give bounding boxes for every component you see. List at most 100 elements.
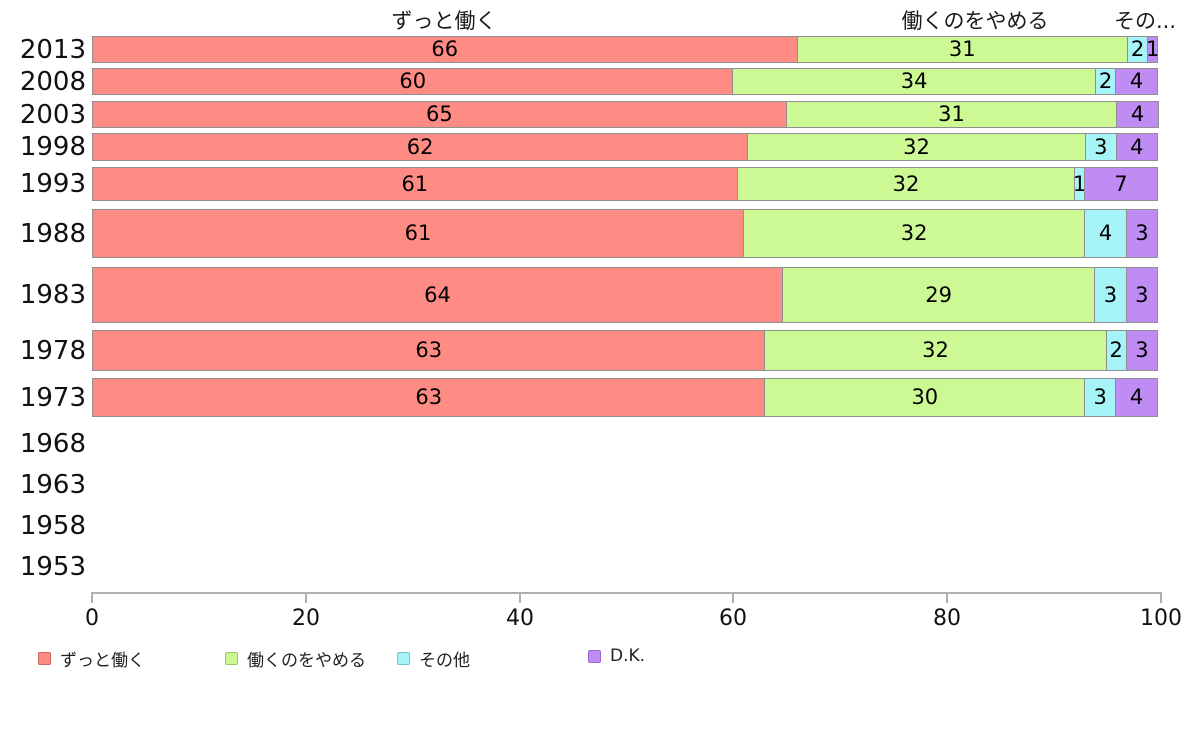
bar-segment-1993-D.K.: 7 (1083, 167, 1158, 201)
bar-value-label: 66 (431, 37, 459, 61)
year-label-1998: 1998 (19, 132, 86, 162)
bar-value-label: 61 (401, 171, 429, 196)
x-axis-tick (946, 592, 948, 603)
legend-swatch-icon (588, 649, 601, 663)
bar-segment-2003-働くのをやめる: 31 (785, 101, 1118, 128)
x-axis-tick (732, 592, 734, 603)
year-label-2003: 2003 (19, 100, 86, 130)
year-label-1978: 1978 (19, 336, 86, 366)
bar-value-label: 1 (1072, 171, 1087, 196)
bar-segment-2003-ずっと働く: 65 (92, 101, 787, 128)
year-label-1953: 1953 (19, 552, 86, 582)
bar-2008: 60 34 2 4 (92, 68, 1161, 95)
x-axis-tick (305, 592, 307, 603)
x-axis-tick (91, 592, 93, 603)
year-label-1958: 1958 (19, 511, 86, 541)
bar-value-label: 32 (922, 338, 949, 362)
legend-swatch-icon (38, 652, 51, 665)
bar-segment-1978-ずっと働く: 63 (92, 330, 766, 371)
legend-label: D.K. (610, 646, 646, 666)
column-header-2: その... (1113, 9, 1177, 33)
bar-segment-2013-働くのをやめる: 31 (796, 36, 1128, 63)
bar-value-label: 65 (426, 102, 453, 126)
year-label-1968: 1968 (19, 429, 86, 459)
year-label-1988: 1988 (19, 219, 86, 249)
legend-swatch-icon (225, 652, 238, 665)
year-label-1983: 1983 (19, 280, 86, 310)
bar-value-label: 3 (1135, 282, 1149, 307)
year-label-2013: 2013 (19, 35, 86, 65)
bar-value-label: 4 (1129, 69, 1144, 93)
bar-segment-1973-その他: 3 (1084, 378, 1117, 417)
bar-value-label: 30 (911, 385, 939, 409)
legend-item-その他[interactable]: その他 (397, 646, 470, 671)
x-axis-tick (1160, 592, 1162, 603)
bar-segment-1973-働くのをやめる: 30 (764, 378, 1086, 417)
bar-1988: 61 32 4 3 (92, 209, 1161, 258)
bar-value-label: 4 (1130, 102, 1145, 126)
year-label-1963: 1963 (19, 470, 86, 500)
x-axis-tick-label: 80 (933, 606, 961, 631)
bar-segment-1978-働くのをやめる: 32 (764, 330, 1107, 371)
bar-segment-2003-D.K.: 4 (1116, 101, 1159, 128)
bar-segment-1988-D.K.: 3 (1125, 209, 1158, 258)
bar-value-label: 32 (900, 221, 928, 245)
bar-value-label: 31 (948, 37, 976, 61)
bar-value-label: 2 (1130, 37, 1145, 61)
legend-label: その他 (419, 651, 470, 671)
bar-value-label: 60 (399, 69, 427, 93)
bar-value-label: 2 (1098, 69, 1113, 93)
bar-value-label: 3 (1103, 282, 1118, 307)
bar-value-label: 63 (415, 338, 443, 362)
year-label-1993: 1993 (19, 169, 86, 199)
bar-segment-2013-ずっと働く: 66 (92, 36, 798, 63)
bar-segment-1998-D.K.: 4 (1115, 133, 1158, 161)
legend-swatch-icon (397, 652, 410, 665)
bar-value-label: 4 (1129, 385, 1144, 409)
bar-1993: 61 32 1 7 (92, 167, 1161, 201)
bar-value-label: 7 (1114, 171, 1128, 196)
bar-segment-1973-ずっと働く: 63 (92, 378, 766, 417)
bar-segment-2008-働くのをやめる: 34 (732, 68, 1096, 95)
x-axis-tick (519, 592, 521, 603)
bar-value-label: 32 (903, 134, 930, 159)
bar-segment-1978-その他: 2 (1105, 330, 1127, 371)
bar-value-label: 61 (404, 221, 432, 245)
bar-segment-1973-D.K.: 4 (1115, 378, 1158, 417)
x-axis-tick-label: 100 (1140, 606, 1182, 631)
bar-segment-1983-働くのをやめる: 29 (782, 267, 1096, 323)
bar-segment-1993-ずっと働く: 61 (92, 167, 738, 201)
bar-segment-1988-その他: 4 (1084, 209, 1127, 258)
bar-2013: 66 31 2 1 (92, 36, 1161, 63)
bar-segment-1998-ずっと働く: 62 (92, 133, 749, 161)
bar-segment-1983-ずっと働く: 64 (92, 267, 784, 323)
bar-segment-1988-ずっと働く: 61 (92, 209, 745, 258)
bar-segment-2008-ずっと働く: 60 (92, 68, 734, 95)
bar-value-label: 31 (938, 102, 965, 126)
x-axis-tick-label: 60 (719, 606, 747, 631)
x-axis-tick-label: 20 (292, 606, 320, 631)
legend-label: 働くのをやめる (247, 651, 366, 671)
bar-segment-2008-D.K.: 4 (1115, 68, 1158, 95)
bar-value-label: 4 (1098, 221, 1113, 245)
legend-item-働くのをやめる[interactable]: 働くのをやめる (225, 646, 366, 671)
bar-segment-1998-その他: 3 (1084, 133, 1117, 161)
year-label-1973: 1973 (19, 383, 86, 413)
bar-segment-2013-D.K.: 1 (1146, 36, 1159, 63)
column-header-1: 働くのをやめる (901, 9, 1049, 33)
x-axis-tick-label: 0 (85, 606, 99, 631)
column-header-0: ずっと働く (391, 9, 497, 33)
bar-segment-1983-D.K.: 3 (1125, 267, 1158, 323)
bar-segment-1993-働くのをやめる: 32 (736, 167, 1076, 201)
bar-value-label: 3 (1135, 221, 1149, 245)
bar-value-label: 4 (1130, 134, 1144, 159)
bar-value-label: 32 (892, 171, 920, 196)
bar-value-label: 29 (925, 282, 952, 307)
legend-item-ずっと働く[interactable]: ずっと働く (38, 646, 145, 671)
bar-value-label: 3 (1135, 338, 1149, 362)
bar-1998: 62 32 3 4 (92, 133, 1161, 161)
bar-segment-1978-D.K.: 3 (1125, 330, 1158, 371)
legend-item-D.K.[interactable]: D.K. (588, 646, 645, 666)
x-axis-tick-label: 40 (506, 606, 534, 631)
